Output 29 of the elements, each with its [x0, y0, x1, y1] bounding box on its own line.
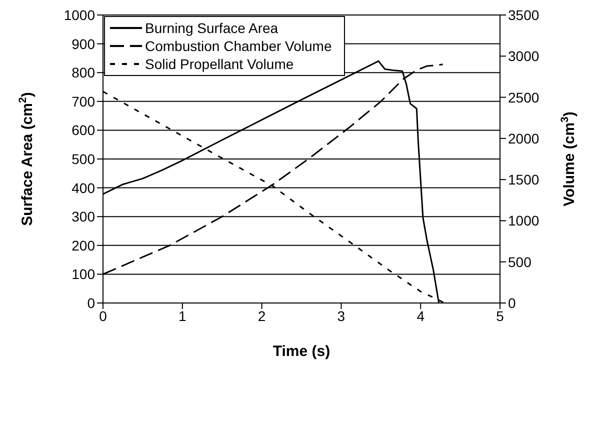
x-tick-label: 1: [178, 308, 186, 324]
legend-label: Solid Propellant Volume: [145, 55, 294, 73]
x-tick-label: 2: [258, 308, 266, 324]
y-tick-label: 600: [72, 122, 96, 138]
y-tick-label: 700: [72, 93, 96, 110]
y-tick-label: 500: [72, 150, 96, 167]
x-axis-title: Time (s): [272, 343, 330, 360]
x-tick-label: 3: [337, 308, 346, 324]
y-tick-label: 400: [72, 180, 96, 196]
legend-label: Combustion Chamber Volume: [145, 37, 332, 55]
y-tick-label: 900: [72, 36, 96, 52]
legend-label: Burning Surface Area: [145, 19, 278, 37]
y-tick-label: 200: [72, 237, 96, 254]
y2-tick-label: 1000: [508, 212, 540, 229]
x-tick-label: 4: [416, 308, 425, 324]
y2-tick-label: 2000: [508, 130, 540, 146]
y-tick-label: 1000: [64, 6, 96, 23]
y-tick-label: 300: [72, 208, 96, 225]
y2-tick-label: 3500: [508, 6, 540, 23]
y2-tick-label: 2500: [508, 89, 540, 106]
y2-tick-label: 500: [508, 254, 532, 270]
y-tick-label: 800: [72, 64, 96, 81]
y2-tick-label: 1500: [508, 172, 540, 188]
x-tick-label: 5: [496, 308, 504, 324]
y-tick-label: 0: [87, 294, 96, 311]
y-tick-label: 100: [72, 266, 96, 282]
x-tick-label: 0: [99, 308, 108, 324]
y2-tick-label: 0: [508, 294, 516, 311]
y2-tick-label: 3000: [508, 48, 540, 64]
